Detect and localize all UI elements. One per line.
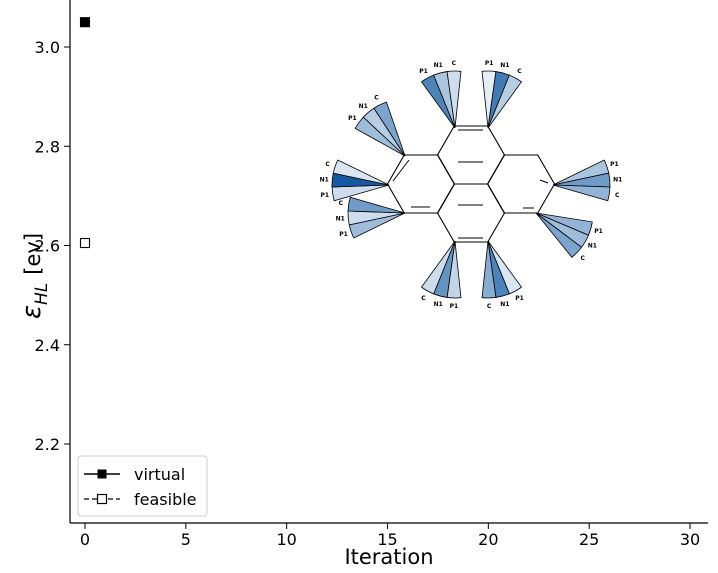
fan-label: N1: [500, 62, 509, 69]
fan-wedge: [552, 184, 611, 202]
legend-virtual-marker: [97, 469, 107, 479]
y-tick-label: 2.6: [35, 237, 60, 256]
legend-virtual-label: virtual: [134, 465, 185, 484]
fan-wedge: [481, 240, 497, 299]
fan-label: C: [325, 161, 330, 168]
fan-label: P1: [594, 228, 603, 235]
legend-feasible-label: feasible: [134, 490, 197, 509]
fan: P1 N1C: [535, 212, 603, 262]
y-tick-label: 2.8: [35, 137, 60, 156]
fan: P1 N1 C: [320, 159, 390, 202]
fan-label: P1: [339, 231, 348, 238]
fan-label: P1: [485, 60, 494, 67]
fan: P1 N1 C: [336, 196, 406, 239]
feasible-point: [79, 237, 91, 249]
fan-label: C: [339, 200, 344, 207]
y-axis-label-symbol: ε: [17, 305, 47, 319]
fan-label: C: [452, 60, 457, 67]
fan: P1 N1 C: [420, 240, 462, 310]
fan-label: N1: [434, 301, 443, 308]
fan-wedge: [347, 196, 406, 214]
x-tick-label: 10: [276, 530, 296, 549]
fan-label: P1: [348, 115, 357, 122]
fan-label: C: [487, 303, 492, 310]
fan-label: N1: [500, 301, 509, 308]
y-axis-label-unit: [ev]: [21, 233, 45, 275]
fan: P1 N1 C: [481, 60, 523, 129]
fan-label: P1: [610, 161, 619, 168]
fan-wedge: [420, 240, 456, 295]
axes: [69, 0, 708, 524]
x-tick-label: 25: [579, 530, 599, 549]
y-ticks: 2.2 2.4 2.6 2.8 3.0: [35, 38, 70, 454]
double-bond: [392, 159, 410, 182]
fan-label: P1: [419, 68, 428, 75]
fan-wedge: [332, 159, 390, 186]
y-tick-label: 2.4: [35, 336, 60, 355]
fan-wedge: [487, 74, 523, 129]
fan-label: C: [517, 68, 522, 75]
fan-label: P1: [515, 295, 524, 302]
fan-label: C: [581, 255, 586, 262]
y-axis-label: εHL [ev]: [17, 233, 52, 319]
fan-label: N1: [336, 216, 345, 223]
fan-wedge: [535, 212, 583, 258]
x-tick-label: 20: [478, 530, 498, 549]
y-axis-label-subscript: HL: [32, 283, 52, 305]
legend-box: [77, 455, 208, 517]
double-bond: [539, 179, 549, 184]
fan-wedge: [373, 101, 406, 157]
data-points: [79, 17, 91, 249]
fan-label: P1: [321, 192, 330, 199]
fan-wedge: [331, 184, 390, 202]
svg-text:εHL[ev]: εHL [ev]: [17, 233, 52, 319]
x-tick-label: 0: [80, 530, 90, 549]
molecule-ring: [386, 154, 456, 214]
fan-label: N1: [320, 176, 329, 183]
fan-label: N1: [434, 62, 443, 69]
x-ticks: 0 5 10 15 20 25 30: [80, 523, 700, 549]
fan-label: P1: [450, 303, 459, 310]
x-tick-label: 30: [680, 530, 700, 549]
fan-label: N1: [359, 103, 368, 110]
molecule-ring: [436, 183, 506, 243]
molecule-ring: [486, 154, 556, 214]
fan-label: C: [615, 192, 620, 199]
fan: P1 N1 C: [481, 240, 524, 310]
fan: P1 N1 C: [552, 159, 622, 202]
x-tick-label: 15: [377, 530, 397, 549]
fan: P1 N1 C: [419, 60, 462, 129]
fan-label: C: [374, 95, 379, 102]
y-tick-label: 3.0: [35, 38, 60, 57]
legend: virtual feasible: [77, 455, 208, 517]
x-axis-label: Iteration: [344, 545, 433, 569]
legend-feasible-marker: [96, 493, 108, 505]
molecule-ring: [436, 125, 506, 185]
virtual-point: [79, 17, 91, 28]
fan-label: C: [421, 295, 426, 302]
x-tick-label: 5: [181, 530, 191, 549]
fan-label: N1: [588, 243, 597, 250]
fan-label: N1: [613, 176, 622, 183]
y-tick-label: 2.2: [35, 435, 60, 454]
fan-wedge: [446, 70, 462, 129]
